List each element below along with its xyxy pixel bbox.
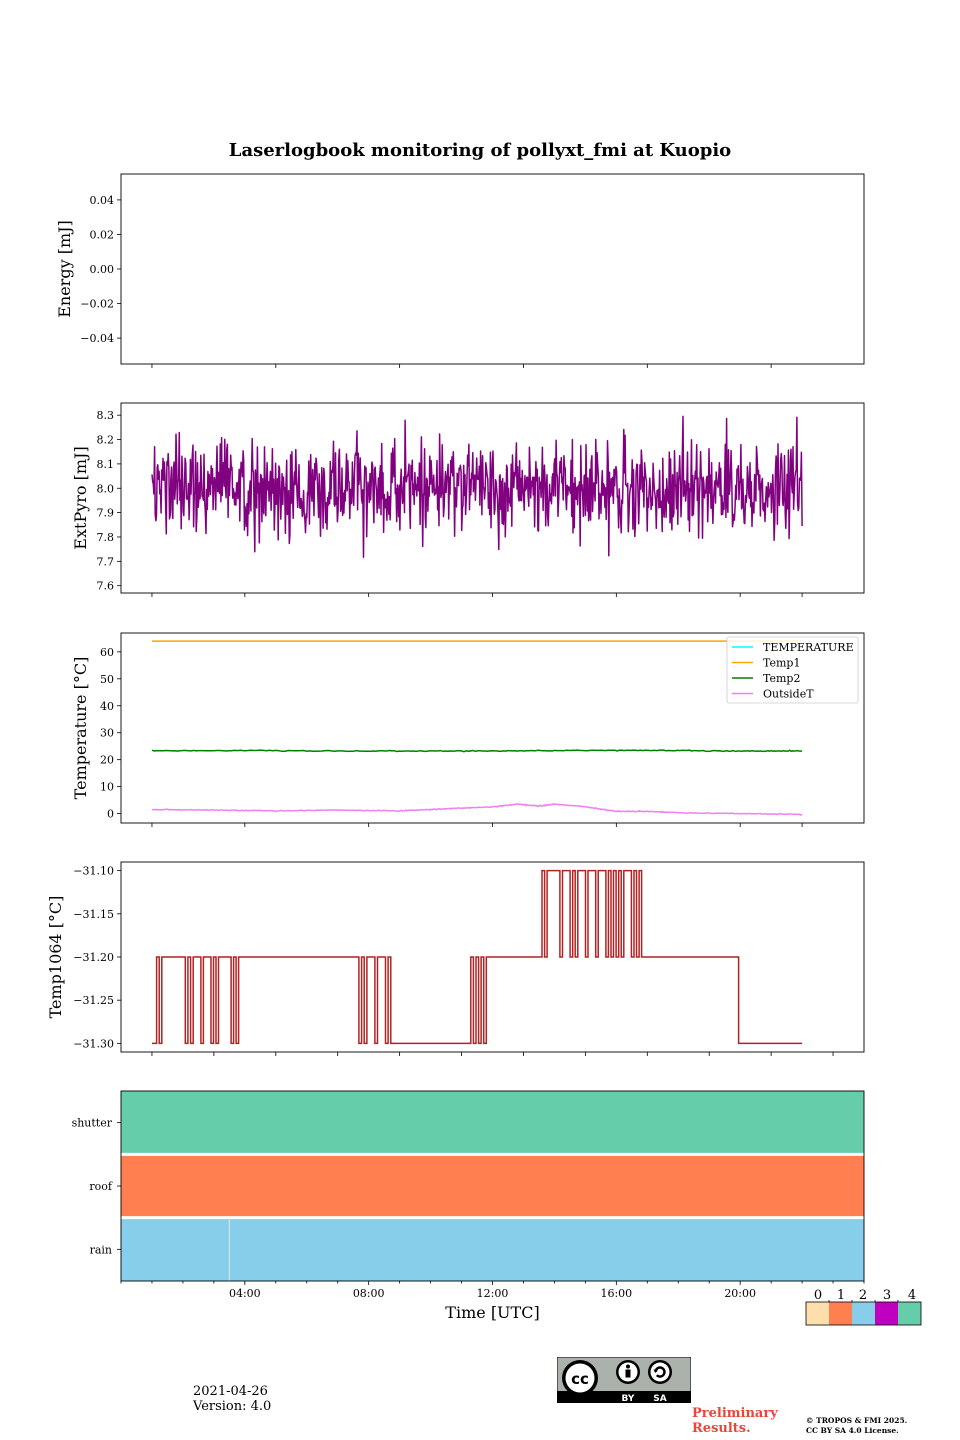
- figure-title: Laserlogbook monitoring of pollyxt_fmi a…: [228, 140, 732, 161]
- temperature-ytick-label: 40: [100, 700, 114, 713]
- extpyro-ytick-label: 8.1: [97, 458, 115, 471]
- status-row-rain: [121, 1217, 864, 1281]
- xtick-label: 20:00: [724, 1287, 756, 1300]
- colorbar-frame: [805, 1301, 922, 1326]
- temperature-ylabel: Temperature [°C]: [71, 657, 90, 800]
- status-label-rain: rain: [90, 1243, 112, 1256]
- copyright-note: © TROPOS & FMI 2025. CC BY SA 4.0 Licens…: [806, 1416, 907, 1436]
- legend-label-temperature: TEMPERATURE: [763, 641, 854, 654]
- temp1064-ytick-label: −31.20: [73, 951, 114, 964]
- colorbar-label: 3: [883, 1288, 891, 1303]
- preliminary-results-note: Preliminary Results.: [692, 1406, 787, 1436]
- footer-info: 2021-04-26 Version: 4.0: [193, 1384, 271, 1414]
- colorbar-label: 4: [908, 1288, 916, 1303]
- legend-label-temp1: Temp1: [763, 657, 800, 670]
- cc-license-badge: cc BY SA: [557, 1357, 691, 1403]
- temperature-ytick-label: 20: [100, 754, 114, 767]
- temp1064-ytick-label: −31.15: [73, 908, 114, 921]
- colorbar-cell-3: [875, 1302, 898, 1325]
- temp1064-ylabel: Temp1064 [°C]: [46, 896, 65, 1019]
- extpyro-ylabel: ExtPyro [mJ]: [71, 446, 90, 549]
- energy-frame: [120, 173, 865, 365]
- legend-label-temp2: Temp2: [763, 672, 800, 685]
- xtick-label: 16:00: [600, 1287, 632, 1300]
- status-row-roof: [121, 1154, 864, 1218]
- energy-ytick-label: 0.02: [90, 228, 115, 241]
- energy-ytick-label: −0.04: [80, 332, 114, 345]
- extpyro-ytick-label: 7.7: [97, 555, 115, 568]
- temp1064-ytick-label: −31.10: [73, 865, 114, 878]
- temp1064-series-line: [152, 869, 803, 1045]
- temperature-ytick-label: 50: [100, 673, 114, 686]
- temperature-ytick-label: 10: [100, 781, 114, 794]
- x-axis-label: Time [UTC]: [445, 1303, 539, 1322]
- colorbar-cell-1: [829, 1302, 852, 1325]
- copyright-line2: CC BY SA 4.0 License.: [806, 1426, 899, 1435]
- status-label-roof: roof: [89, 1180, 113, 1193]
- copyright-line1: © TROPOS & FMI 2025.: [806, 1416, 908, 1425]
- colorbar-cell-2: [852, 1302, 875, 1325]
- extpyro-ytick-label: 7.6: [97, 580, 115, 593]
- cc-by-label: BY: [622, 1394, 635, 1403]
- legend-label-outsidet: OutsideT: [763, 688, 814, 701]
- xtick-label: 12:00: [477, 1287, 509, 1300]
- colorbar-label: 1: [837, 1288, 845, 1303]
- temperature-ytick-label: 0: [107, 808, 114, 821]
- extpyro-ytick-label: 8.0: [97, 482, 115, 495]
- status-row-shutter: [121, 1091, 864, 1155]
- temperature-legend: [726, 636, 859, 704]
- energy-ytick-label: 0.04: [90, 194, 115, 207]
- extpyro-ytick-label: 7.8: [97, 531, 115, 544]
- temp1064-ytick-label: −31.30: [73, 1037, 114, 1050]
- footer-version: Version: 4.0: [193, 1399, 272, 1414]
- temperature-ytick-label: 30: [100, 727, 114, 740]
- extpyro-ytick-label: 8.2: [97, 434, 115, 447]
- extpyro-series-line: [151, 415, 803, 558]
- colorbar-cell-0: [806, 1302, 829, 1325]
- xtick-label: 08:00: [353, 1287, 385, 1300]
- svg-text:cc: cc: [571, 1370, 589, 1388]
- temperature-ytick-label: 60: [100, 646, 114, 659]
- footer-date: 2021-04-26: [193, 1384, 268, 1399]
- energy-ytick-label: −0.02: [80, 298, 114, 311]
- status-label-shutter: shutter: [72, 1117, 113, 1130]
- temp1064-ytick-label: −31.25: [73, 994, 114, 1007]
- cc-sa-label: SA: [653, 1394, 666, 1403]
- colorbar-label: 2: [859, 1288, 867, 1303]
- extpyro-ytick-label: 8.3: [97, 409, 115, 422]
- energy-ylabel: Energy [mJ]: [55, 220, 74, 318]
- colorbar-cell-4: [898, 1302, 921, 1325]
- series-temp2: [151, 749, 803, 753]
- series-outsidet: [151, 802, 803, 816]
- colorbar-label: 0: [814, 1288, 822, 1303]
- preliminary-results-text: Preliminary Results.: [692, 1406, 778, 1436]
- energy-ytick-label: 0.00: [90, 263, 115, 276]
- extpyro-ytick-label: 7.9: [97, 507, 115, 520]
- xtick-label: 04:00: [229, 1287, 261, 1300]
